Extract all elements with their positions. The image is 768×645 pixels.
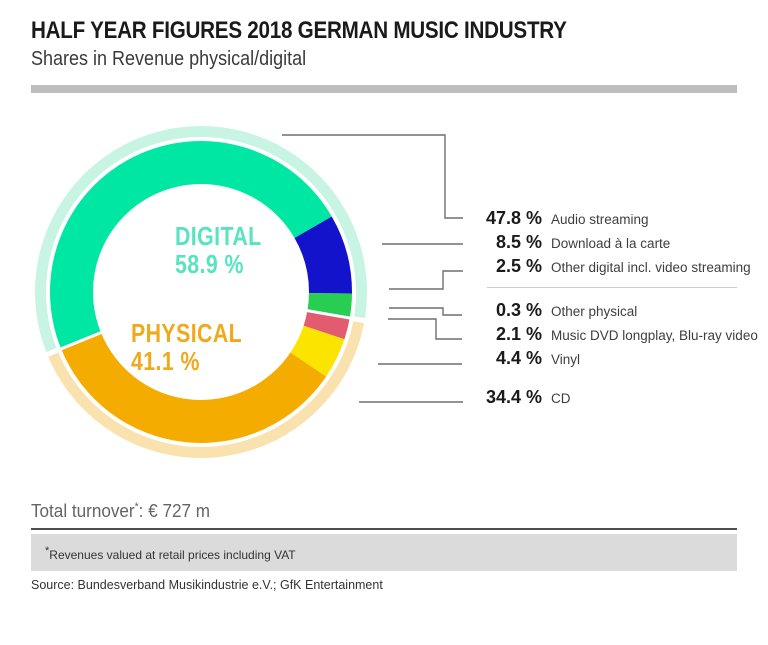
page-title: HALF YEAR FIGURES 2018 GERMAN MUSIC INDU… — [31, 17, 567, 44]
legend-row-other-digital: 2.5 % Other digital incl. video streamin… — [440, 256, 751, 280]
segment-audio-streaming — [49, 140, 332, 349]
footnote-box — [31, 534, 737, 571]
legend-label: Music DVD longplay, Blu-ray video — [551, 328, 758, 343]
footnote-text: *Revenues valued at retail prices includ… — [45, 545, 296, 562]
legend-value: 4.4 % — [495, 348, 542, 368]
header-divider-bar — [31, 85, 737, 93]
legend-row-vinyl: 4.4 % Vinyl — [440, 348, 580, 372]
connector-other-physical — [389, 307, 462, 316]
legend-label: Other physical — [551, 304, 638, 319]
legend-row-other-physical: 0.3 % Other physical — [440, 300, 637, 324]
group-separator-0 — [58, 330, 104, 351]
total-turnover: Total turnover*: € 727 m — [31, 501, 210, 522]
total-turnover-asterisk: * — [134, 501, 139, 513]
physical-value: 41.1 % — [131, 346, 200, 376]
physical-center-label: PHYSICAL 41.1 % — [131, 319, 242, 375]
footnote-asterisk: * — [45, 545, 50, 557]
source-line: Source: Bundesverband Musikindustrie e.V… — [31, 578, 383, 592]
legend-value: 47.8 % — [485, 208, 542, 228]
page-subtitle: Shares in Revenue physical/digital — [31, 48, 307, 70]
legend-row-cd: 34.4 % CD — [440, 387, 571, 411]
legend-value: 8.5 % — [495, 232, 542, 252]
group-separator-1 — [305, 308, 352, 320]
legend-label: Download à la carte — [551, 236, 671, 251]
legend-value: 34.4 % — [485, 387, 542, 407]
segment-cd — [61, 332, 327, 444]
digital-name: DIGITAL — [175, 221, 262, 251]
legend-value: 0.3 % — [495, 300, 542, 320]
legend-value: 2.5 % — [495, 256, 542, 276]
total-turnover-label: Total turnover — [31, 501, 135, 521]
segment-music-dvd-longplay-blu-ray-video — [303, 311, 350, 340]
legend-group-divider — [487, 287, 737, 288]
legend-label: Other digital incl. video streaming — [551, 260, 751, 275]
legend-label: CD — [551, 391, 571, 406]
segment-download-la-carte — [294, 216, 352, 294]
legend-label: Audio streaming — [551, 212, 649, 227]
physical-name: PHYSICAL — [131, 318, 243, 348]
footnote-body: Revenues valued at retail prices includi… — [49, 548, 296, 562]
digital-center-label: DIGITAL 58.9 % — [175, 222, 262, 278]
digital-value: 58.9 % — [175, 249, 244, 279]
total-turnover-value: : € 727 m — [138, 501, 210, 521]
legend-row-music-dvd: 2.1 % Music DVD longplay, Blu-ray video — [440, 324, 758, 348]
footer-rule — [31, 528, 737, 530]
legend-row-audio-streaming: 47.8 % Audio streaming — [440, 208, 649, 232]
connector-audio-streaming — [282, 134, 463, 219]
connector-other-digital-incl-video-streaming — [389, 270, 463, 290]
legend-row-download: 8.5 % Download à la carte — [440, 232, 670, 256]
segment-vinyl — [290, 325, 345, 377]
outer-ring-physical — [48, 321, 365, 458]
connector-music-dvd-longplay-blu-ray-video — [388, 318, 462, 340]
legend-label: Vinyl — [551, 352, 581, 367]
legend-value: 2.1 % — [495, 324, 542, 344]
